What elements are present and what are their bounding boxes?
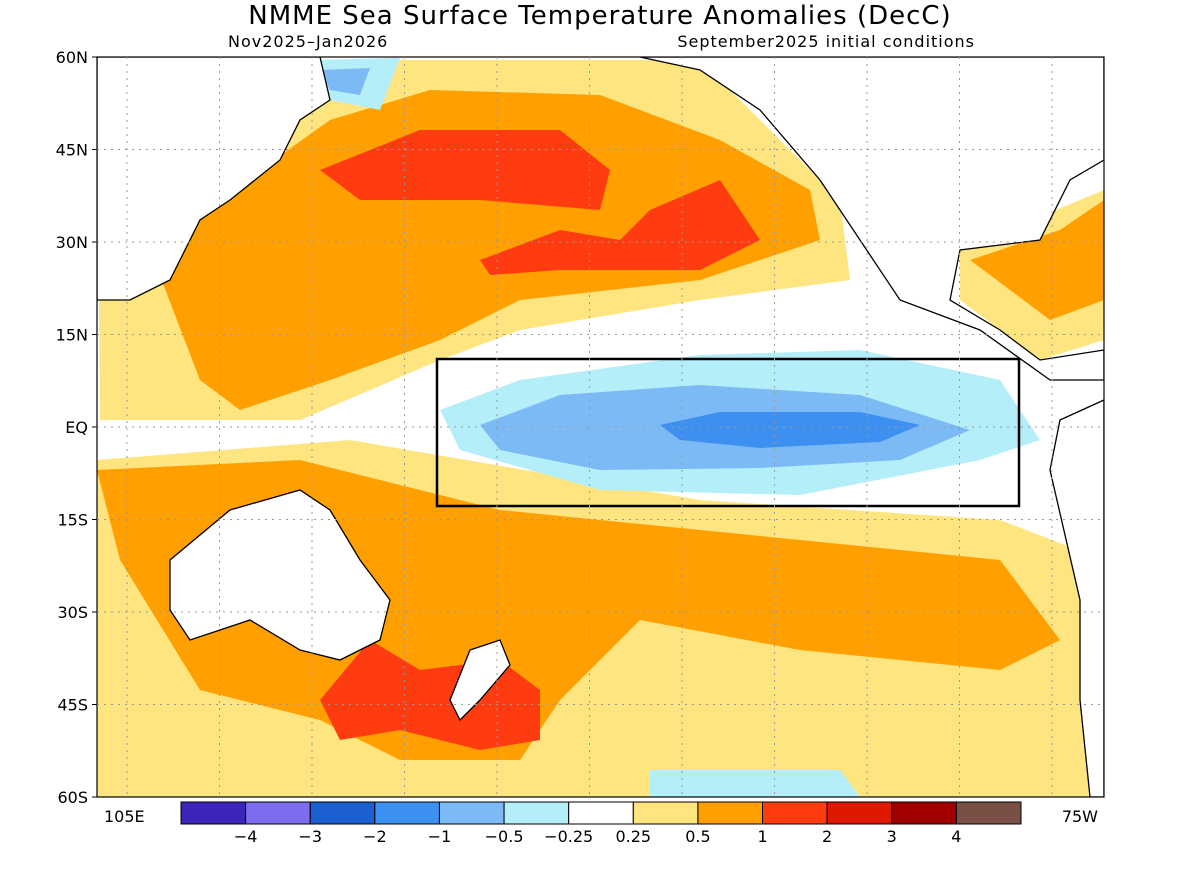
subtitle-left: Nov2025–Jan2026 xyxy=(228,32,388,51)
lat-label: EQ xyxy=(65,418,88,437)
title: NMME Sea Surface Temperature Anomalies (… xyxy=(248,1,951,31)
colorbar-swatch xyxy=(438,801,505,825)
colorbar-label: −1 xyxy=(428,827,452,846)
colorbar-label: 0.5 xyxy=(685,827,710,846)
colorbar-swatch xyxy=(891,801,957,825)
lat-label: 60N xyxy=(56,48,88,67)
colorbar-swatch xyxy=(697,801,764,825)
colorbar-swatch xyxy=(826,801,893,825)
colorbar-swatch xyxy=(632,801,699,825)
lat-label: 15N xyxy=(56,326,88,345)
lon-label: 105E xyxy=(104,807,145,826)
colorbar-label: −4 xyxy=(234,827,258,846)
lon-label: 75W xyxy=(1062,807,1098,826)
colorbar-swatch xyxy=(245,801,311,825)
lat-label: 45S xyxy=(57,696,88,715)
map xyxy=(97,57,1104,797)
lat-label: 60S xyxy=(57,788,88,807)
colorbar-label: −2 xyxy=(363,827,387,846)
lat-label: 30S xyxy=(57,603,88,622)
colorbar-swatch xyxy=(180,801,247,825)
colorbar-swatch xyxy=(955,801,1022,825)
latitude-labels: 60N 45N 30N 15N EQ 15S 30S 45S 60S xyxy=(56,48,97,807)
colorbar-label: 2 xyxy=(822,827,832,846)
colorbar-label: −0.25 xyxy=(544,827,593,846)
lat-label: 45N xyxy=(56,141,88,160)
colorbar-swatch xyxy=(762,801,828,825)
subtitle-right: September2025 initial conditions xyxy=(677,32,975,51)
colorbar-swatch xyxy=(374,801,440,825)
colorbar: −4 −3 −2 −1 −0.5 −0.25 0.25 0.5 1 2 3 4 xyxy=(180,801,1022,846)
colorbar-label: 4 xyxy=(951,827,961,846)
colorbar-label: −3 xyxy=(298,827,322,846)
colorbar-label: 1 xyxy=(757,827,767,846)
colorbar-swatch xyxy=(503,801,570,825)
graticule xyxy=(97,57,1104,797)
colorbar-label: 3 xyxy=(887,827,897,846)
lat-label: 30N xyxy=(56,233,88,252)
colorbar-label: −0.5 xyxy=(485,827,524,846)
colorbar-label: 0.25 xyxy=(615,827,651,846)
colorbar-swatch xyxy=(309,801,376,825)
colorbar-swatch xyxy=(568,801,634,825)
lat-label: 15S xyxy=(57,511,88,530)
